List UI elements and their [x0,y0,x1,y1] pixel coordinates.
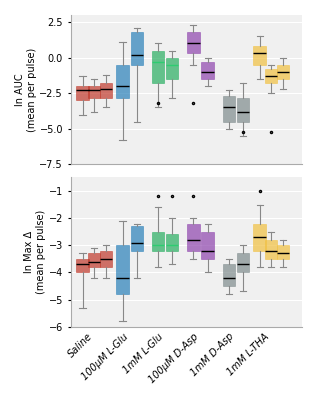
PathPatch shape [88,254,100,267]
PathPatch shape [166,58,178,79]
PathPatch shape [100,83,112,98]
PathPatch shape [254,46,266,65]
PathPatch shape [152,232,164,251]
PathPatch shape [131,226,143,251]
PathPatch shape [223,264,235,286]
PathPatch shape [254,224,266,251]
PathPatch shape [277,65,289,79]
PathPatch shape [237,254,249,272]
PathPatch shape [187,224,199,251]
PathPatch shape [265,240,277,259]
PathPatch shape [277,245,289,259]
PathPatch shape [100,251,112,267]
PathPatch shape [265,69,277,83]
PathPatch shape [152,50,164,83]
PathPatch shape [131,32,143,65]
PathPatch shape [76,86,89,100]
PathPatch shape [223,96,235,122]
PathPatch shape [116,65,129,98]
PathPatch shape [76,259,89,272]
Y-axis label: ln Max Δ
(mean per pulse): ln Max Δ (mean per pulse) [24,210,46,294]
PathPatch shape [116,245,129,294]
PathPatch shape [88,86,100,98]
PathPatch shape [166,234,178,251]
PathPatch shape [202,232,214,259]
PathPatch shape [187,32,199,54]
PathPatch shape [202,62,214,79]
Y-axis label: ln AUC
(mean per pulse): ln AUC (mean per pulse) [15,48,36,132]
PathPatch shape [237,98,249,122]
